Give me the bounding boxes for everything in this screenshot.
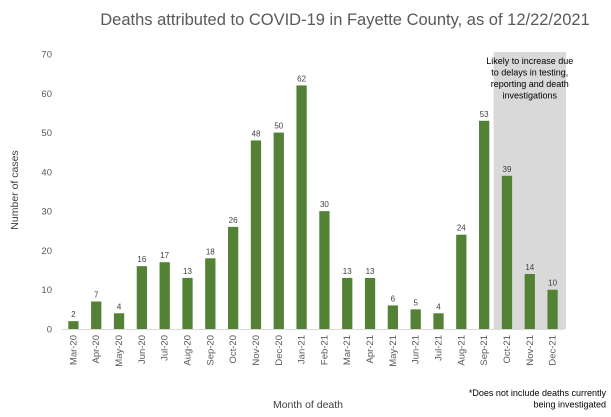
x-axis-ticks: Mar-20 Apr-20 May-20 Jun-20 Jul-20 Aug-20 Sep-… xyxy=(68,335,558,367)
data-label: 39 xyxy=(503,165,512,174)
x-tick-label: Sep-20 xyxy=(205,335,216,366)
bar xyxy=(91,301,102,329)
data-label: 2 xyxy=(71,310,76,319)
x-tick-label: Apr-20 xyxy=(91,335,102,364)
shaded-region-note-line: investigations xyxy=(502,91,557,101)
data-labels: 2 7 4 16 17 13 18 26 48 50 62 30 13 13 6 5 4 24 53 39 14 10 xyxy=(71,74,557,319)
shaded-region-note-line: Likely to increase due xyxy=(486,56,573,66)
data-label: 50 xyxy=(274,122,283,131)
data-label: 10 xyxy=(548,279,557,288)
data-label: 16 xyxy=(137,255,146,264)
bar xyxy=(296,85,307,329)
x-tick-label: Mar-21 xyxy=(342,335,353,365)
bar xyxy=(113,313,125,329)
x-tick-label: Nov-21 xyxy=(525,335,536,366)
y-tick-label: 30 xyxy=(41,207,52,218)
bar xyxy=(501,175,513,329)
bar xyxy=(456,234,467,329)
x-tick-label: Feb-21 xyxy=(319,335,330,365)
y-tick-label: 60 xyxy=(41,89,52,100)
x-tick-label: Jun-21 xyxy=(411,335,422,364)
chart-title: Deaths attributed to COVID-19 in Fayette… xyxy=(100,11,589,29)
bar xyxy=(410,309,421,329)
footnote: *Does not include deaths currently being … xyxy=(469,388,607,410)
data-label: 24 xyxy=(457,224,466,233)
bar xyxy=(182,277,193,329)
data-label: 30 xyxy=(320,200,329,209)
data-label: 48 xyxy=(252,129,261,138)
x-tick-label: Nov-20 xyxy=(251,335,262,366)
x-tick-label: Oct-21 xyxy=(502,335,513,364)
x-tick-label: Dec-21 xyxy=(548,335,559,366)
x-tick-label: Sep-21 xyxy=(479,335,490,366)
x-tick-label: Apr-21 xyxy=(365,335,376,364)
y-tick-label: 10 xyxy=(41,285,52,296)
data-label: 18 xyxy=(206,247,215,256)
data-label: 4 xyxy=(117,302,122,311)
data-label: 13 xyxy=(366,267,375,276)
bar xyxy=(342,277,353,329)
data-label: 7 xyxy=(94,291,99,300)
y-tick-label: 20 xyxy=(41,246,52,257)
x-tick-label: May-21 xyxy=(388,335,399,367)
bar xyxy=(547,289,558,329)
bar xyxy=(68,321,79,329)
data-label: 5 xyxy=(413,298,418,307)
footnote-line: *Does not include deaths currently xyxy=(469,388,607,398)
bar xyxy=(433,313,444,329)
y-tick-label: 70 xyxy=(41,50,52,61)
bar xyxy=(250,140,262,329)
y-axis-ticks: 0 10 20 30 40 50 60 70 xyxy=(41,50,52,336)
data-label: 17 xyxy=(160,251,169,260)
bar xyxy=(479,120,490,330)
bar xyxy=(136,266,147,329)
bar xyxy=(387,305,398,329)
shaded-region-note-line: reporting and death xyxy=(491,79,569,89)
y-tick-label: 0 xyxy=(47,325,52,336)
bar xyxy=(524,274,535,329)
bar xyxy=(319,211,330,329)
y-tick-label: 40 xyxy=(41,167,52,178)
shaded-region-note-line: to delays in testing, xyxy=(491,68,568,78)
data-label: 14 xyxy=(525,263,534,272)
data-label: 6 xyxy=(391,294,396,303)
data-label: 53 xyxy=(480,110,489,119)
x-tick-label: Aug-21 xyxy=(456,335,467,366)
x-tick-label: Dec-20 xyxy=(274,335,285,366)
y-tick-label: 50 xyxy=(41,128,52,139)
x-tick-label: Jun-20 xyxy=(137,335,148,364)
shaded-region-note: Likely to increase due to delays in testi… xyxy=(486,56,573,101)
bar xyxy=(159,262,170,329)
x-tick-label: Jan-21 xyxy=(297,335,308,364)
bar xyxy=(364,277,376,329)
data-label: 13 xyxy=(343,267,352,276)
x-tick-label: Jul-21 xyxy=(434,335,445,361)
x-tick-label: May-20 xyxy=(114,335,125,367)
x-tick-label: Jul-20 xyxy=(160,335,171,361)
data-label: 62 xyxy=(297,74,306,83)
bar xyxy=(228,226,239,329)
x-tick-label: Mar-20 xyxy=(68,335,79,365)
bar xyxy=(273,132,284,329)
data-label: 26 xyxy=(229,216,238,225)
x-tick-label: Oct-20 xyxy=(228,335,239,364)
y-axis-title: Number of cases xyxy=(9,150,21,229)
bar xyxy=(205,258,216,329)
data-label: 4 xyxy=(436,302,441,311)
x-tick-label: Aug-20 xyxy=(183,335,194,366)
data-label: 13 xyxy=(183,267,192,276)
footnote-line: being investigated xyxy=(533,400,606,410)
bars xyxy=(68,85,558,330)
x-axis-title: Month of death xyxy=(273,399,343,411)
